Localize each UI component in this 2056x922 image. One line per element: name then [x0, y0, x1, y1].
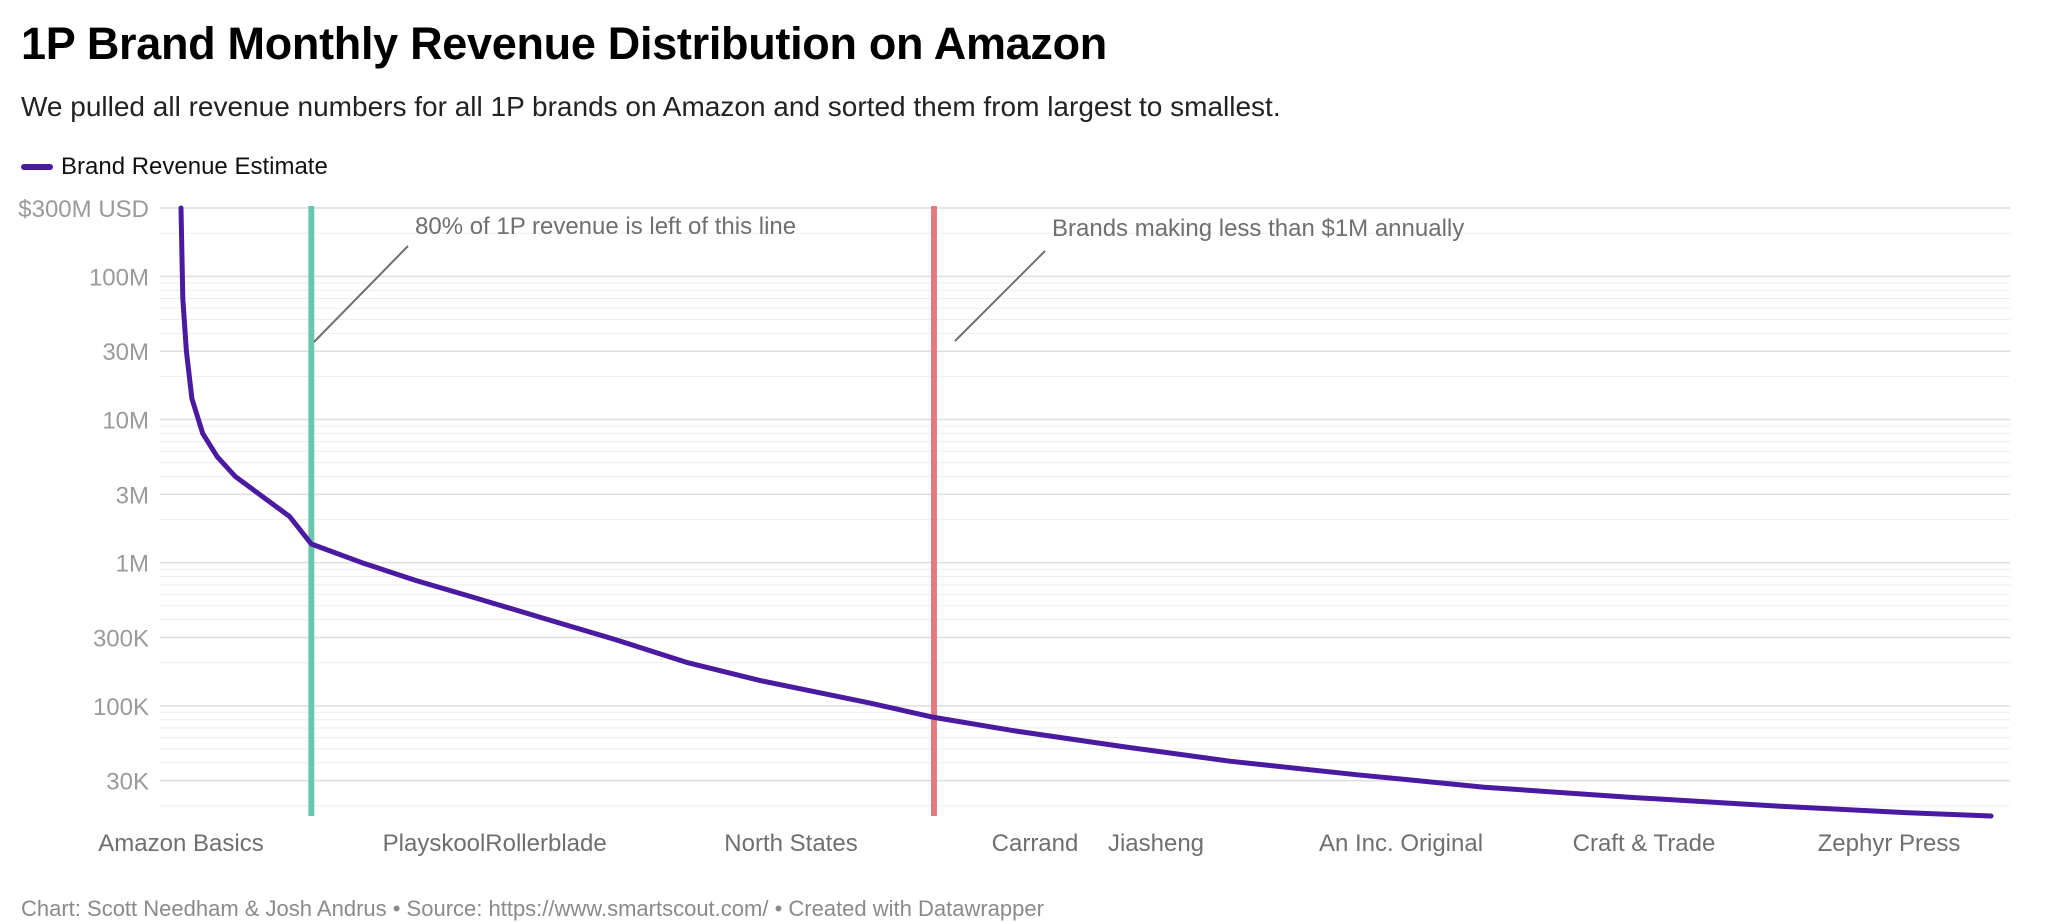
annotation-connector [313, 245, 409, 343]
y-axis-ticks: $300M USD 100M 30M 10M 3M 1M 300K 100K 30K [18, 196, 149, 796]
x-tick-label: Zephyr Press [1818, 830, 1961, 857]
y-tick-label: 10M [102, 408, 149, 435]
y-tick-label: 100K [93, 694, 149, 721]
minor-gridlines [160, 207, 2010, 807]
y-tick-label: 1M [116, 551, 149, 578]
reference-lines: 80% of 1P revenue is left of this line Br… [308, 206, 1464, 816]
chart-area: $300M USD 100M 30M 10M 3M 1M 300K 100K 30K 80% o… [18, 196, 2010, 857]
annotation-label: 80% of 1P revenue is left of this line [415, 213, 796, 240]
x-tick-label: Carrand [992, 830, 1079, 857]
annotation-label: Brands making less than $1M annually [1052, 215, 1464, 242]
chart-subtitle: We pulled all revenue numbers for all 1P… [21, 91, 1281, 122]
footer-credit: Chart: Scott Needham & Josh Andrus • Sou… [21, 896, 1044, 921]
legend: Brand Revenue Estimate [21, 153, 328, 181]
x-tick-label: An Inc. Original [1319, 830, 1483, 857]
x-tick-label: Craft & Trade [1573, 830, 1716, 857]
x-tick-label: North States [724, 830, 857, 857]
y-tick-label: 30M [102, 339, 149, 366]
y-tick-label: 30K [106, 769, 149, 796]
legend-swatch [21, 164, 53, 170]
x-tick-label: Jiasheng [1108, 830, 1204, 857]
x-axis-ticks: Amazon Basics Playskool Rollerblade North S… [98, 830, 1960, 857]
chart-title: 1P Brand Monthly Revenue Distribution on… [21, 18, 1107, 69]
series-line [178, 205, 1994, 819]
x-tick-label: Amazon Basics [98, 830, 263, 857]
series-group [178, 205, 1994, 819]
major-gridlines [160, 207, 2010, 782]
y-tick-label: 3M [116, 482, 149, 509]
y-tick-label: 100M [89, 264, 149, 291]
x-tick-label: Playskool [383, 830, 486, 857]
legend-label: Brand Revenue Estimate [61, 153, 328, 180]
y-tick-label: 300K [93, 626, 149, 653]
x-tick-label: Rollerblade [485, 830, 606, 857]
annotation-connector [954, 250, 1046, 342]
y-tick-label: $300M USD [18, 196, 149, 223]
